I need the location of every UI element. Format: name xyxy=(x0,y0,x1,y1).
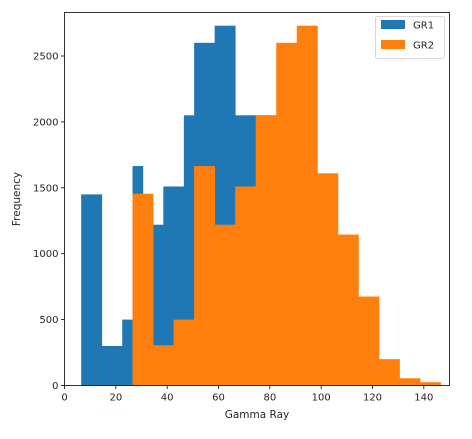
x-axis-label: Gamma Ray xyxy=(225,409,290,421)
bar-gr2-9 xyxy=(317,173,339,386)
legend-swatch-gr2 xyxy=(381,40,405,49)
x-tick-label: 120 xyxy=(363,393,382,404)
bar-gr2-6 xyxy=(255,115,277,386)
series-gr2-bars xyxy=(132,25,441,386)
y-tick-label: 2500 xyxy=(33,51,58,62)
bar-gr2-8 xyxy=(296,25,318,386)
bar-gr2-14 xyxy=(419,382,441,386)
y-axis-ticks: 0 500 1000 1500 2000 2500 xyxy=(33,51,65,392)
bar-gr2-12 xyxy=(378,359,400,386)
bar-gr1-2 xyxy=(122,319,133,386)
bar-gr2-3 xyxy=(194,166,216,386)
bar-gr2-13 xyxy=(399,378,421,386)
bar-gr2-4 xyxy=(214,224,236,386)
x-tick-label: 60 xyxy=(212,393,225,404)
bar-gr2-10 xyxy=(337,234,359,386)
y-tick-label: 500 xyxy=(39,315,58,326)
legend-label-gr2: GR2 xyxy=(413,41,434,52)
x-tick-label: 20 xyxy=(109,393,122,404)
bar-gr2-0 xyxy=(132,193,154,386)
y-tick-label: 2000 xyxy=(33,117,58,128)
legend: GR1 GR2 xyxy=(375,16,445,59)
x-tick-label: 40 xyxy=(161,393,174,404)
bar-gr2-5 xyxy=(235,186,257,386)
y-axis-label: Frequency xyxy=(11,172,23,226)
bar-gr2-7 xyxy=(276,42,298,386)
x-tick-label: 140 xyxy=(414,393,433,404)
x-axis-ticks: 0 20 40 60 80 100 120 140 xyxy=(61,385,433,404)
bar-gr1-1 xyxy=(101,345,123,386)
plot-frame xyxy=(64,12,450,386)
legend-swatch-gr1 xyxy=(381,20,405,29)
y-tick-label: 0 xyxy=(52,381,58,392)
legend-label-gr1: GR1 xyxy=(413,21,434,32)
x-tick-label: 100 xyxy=(312,393,331,404)
x-tick-label: 80 xyxy=(263,393,276,404)
bar-gr2-11 xyxy=(358,296,380,386)
y-tick-label: 1000 xyxy=(33,249,58,260)
x-tick-label: 0 xyxy=(61,393,67,404)
bar-gr2-2 xyxy=(173,319,195,386)
bar-gr2-1 xyxy=(153,345,174,386)
y-tick-label: 1500 xyxy=(33,183,58,194)
bar-gr1-6 xyxy=(183,115,195,386)
bar-gr1-0 xyxy=(81,194,103,386)
